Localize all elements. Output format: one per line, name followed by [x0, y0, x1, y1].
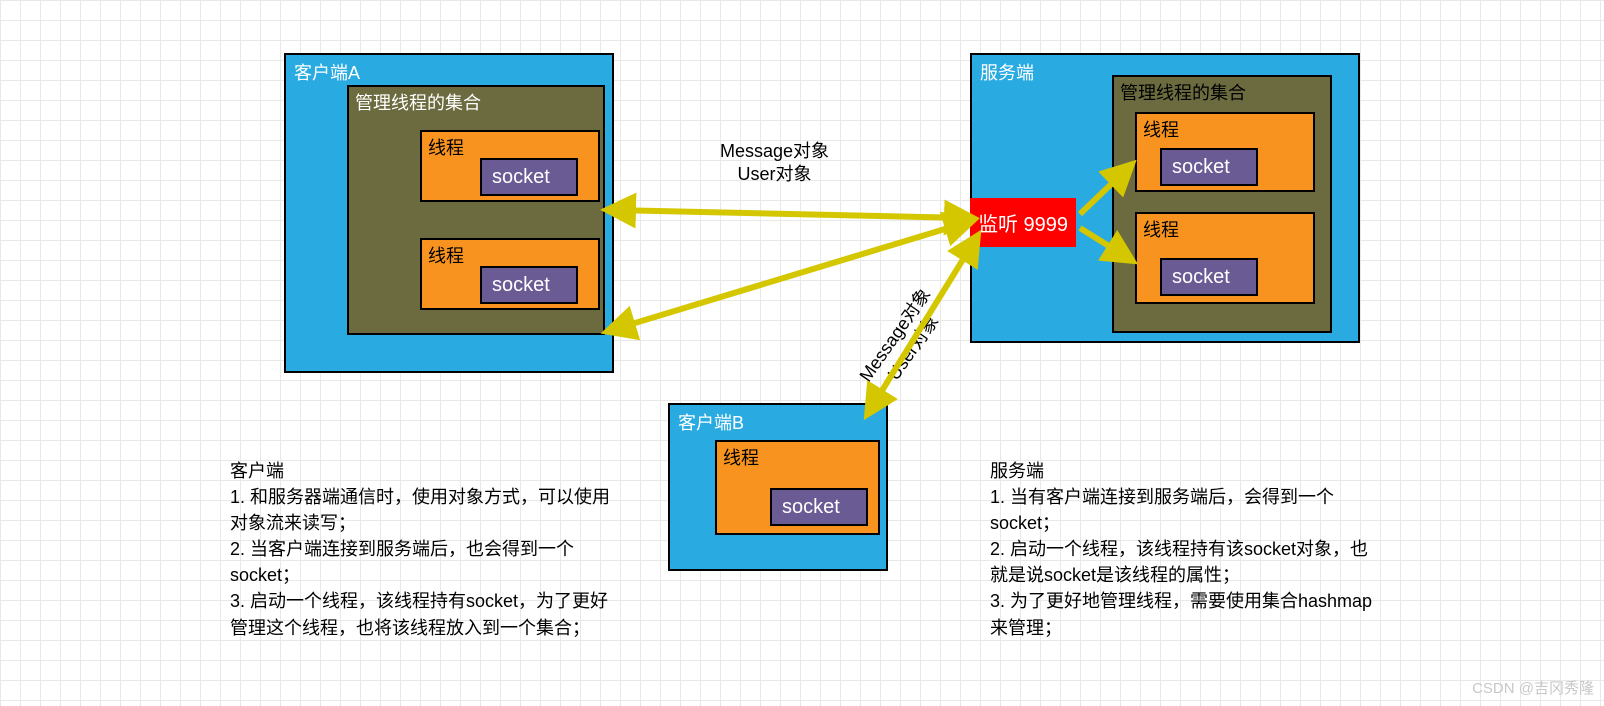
- watermark: CSDN @吉冈秀隆: [1472, 677, 1594, 698]
- client-a-socket-1-label: socket: [482, 160, 576, 195]
- client-notes: 客户端 1. 和服务器端通信时，使用对象方式，可以使用对象流来读写； 2. 当客…: [230, 458, 620, 641]
- client-b-socket-label: socket: [772, 490, 866, 525]
- client-a-title: 客户端A: [286, 55, 612, 89]
- server-notes-2: 2. 启动一个线程，该线程持有该socket对象，也就是说socket是该线程的…: [990, 536, 1380, 588]
- server-mgr-title: 管理线程的集合: [1114, 77, 1330, 107]
- server-notes-title: 服务端: [990, 458, 1380, 484]
- client-a-socket-1: socket: [480, 158, 578, 196]
- client-b-socket: socket: [770, 488, 868, 526]
- client-notes-2: 2. 当客户端连接到服务端后，也会得到一个socket；: [230, 536, 620, 588]
- server-socket-2-label: socket: [1162, 260, 1256, 295]
- client-b-title: 客户端B: [670, 405, 886, 439]
- server-socket-1: socket: [1160, 148, 1258, 186]
- server-notes-3: 3. 为了更好地管理线程，需要使用集合hashmap来管理；: [990, 588, 1380, 640]
- server-socket-2: socket: [1160, 258, 1258, 296]
- client-notes-3: 3. 启动一个线程，该线程持有socket，为了更好管理这个线程，也将该线程放入…: [230, 588, 620, 640]
- client-notes-1: 1. 和服务器端通信时，使用对象方式，可以使用对象流来读写；: [230, 484, 620, 536]
- client-a-mgr-title: 管理线程的集合: [349, 87, 603, 117]
- message-top-line2: User对象: [720, 163, 829, 186]
- message-top-line1: Message对象: [720, 140, 829, 163]
- listen-badge: 监听 9999: [970, 198, 1076, 247]
- client-a-socket-2: socket: [480, 266, 578, 304]
- message-label-top: Message对象 User对象: [720, 140, 829, 187]
- client-notes-title: 客户端: [230, 458, 620, 484]
- server-notes: 服务端 1. 当有客户端连接到服务端后，会得到一个socket； 2. 启动一个…: [990, 458, 1380, 641]
- listen-label: 监听 9999: [978, 214, 1068, 236]
- server-thread-2-title: 线程: [1137, 214, 1313, 244]
- server-socket-1-label: socket: [1162, 150, 1256, 185]
- client-b-thread-title: 线程: [717, 442, 878, 472]
- server-thread-1-title: 线程: [1137, 114, 1313, 144]
- client-a-socket-2-label: socket: [482, 268, 576, 303]
- server-notes-1: 1. 当有客户端连接到服务端后，会得到一个socket；: [990, 484, 1380, 536]
